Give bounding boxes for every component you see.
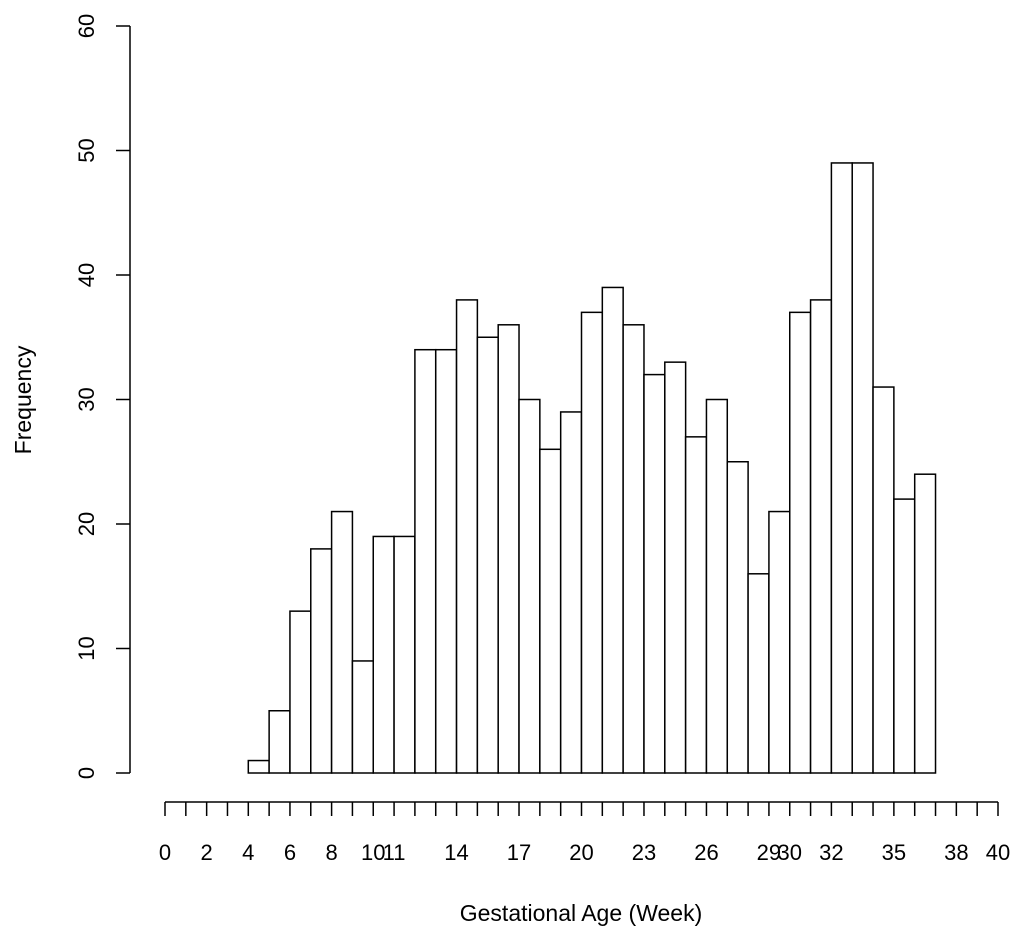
x-axis-label: Gestational Age (Week) [460,900,702,926]
y-tick-label: 0 [74,767,99,779]
bar-32 [830,162,853,774]
x-tick-label: 29 [757,840,781,865]
y-tick-label: 30 [74,387,99,411]
bar-27 [726,461,749,774]
bar-19 [559,411,583,774]
bar-24 [664,361,687,774]
y-tick-label: 50 [74,138,99,162]
bar-21 [601,286,624,774]
bar-7 [310,548,333,774]
bar-22 [622,324,645,774]
bar-20 [580,311,604,774]
bar-14 [455,299,479,774]
bar-5 [268,710,291,774]
bar-26 [705,398,729,774]
bar-18 [539,448,562,774]
bar-28 [747,573,770,774]
bar-6 [289,610,312,774]
x-tick-label: 40 [986,840,1010,865]
x-tick-label: 8 [325,840,337,865]
bar-35 [893,498,916,774]
bar-12 [414,348,437,774]
x-tick-label: 32 [819,840,843,865]
x-tick-label: 17 [507,840,531,865]
bar-11 [393,535,416,774]
y-axis: 0 10 20 30 40 50 60 [74,14,131,779]
bar-9 [351,660,374,774]
bar-36 [913,473,937,774]
y-tick-label: 60 [74,14,99,38]
bar-10 [372,535,395,774]
bar-29 [768,510,791,774]
x-tick-label: 0 [159,840,171,865]
bar-23 [643,373,666,774]
x-tick-label: 35 [882,840,906,865]
bar-16 [497,324,520,774]
bar-34 [872,386,895,774]
bar-30 [789,311,812,774]
bar-25 [684,436,708,774]
y-tick-label: 20 [74,512,99,536]
y-axis-label: Frequency [10,345,36,454]
x-tick-label: 23 [632,840,656,865]
bar-15 [476,336,499,774]
bars-group [247,162,937,774]
x-tick-label: 4 [242,840,254,865]
x-tick-label: 26 [694,840,718,865]
x-tick-label: 6 [284,840,296,865]
x-tick-label: 14 [444,840,468,865]
x-tick-label: 2 [201,840,213,865]
y-tick-label: 40 [74,263,99,287]
bar-17 [518,398,541,774]
bar-13 [434,348,458,774]
bar-4 [247,759,270,774]
x-tick-label: 30 [778,840,802,865]
bar-31 [809,299,833,774]
x-tick-label: 11 [383,840,406,865]
bar-33 [851,162,874,774]
x-tick-label: 10 [361,840,385,865]
x-tick-label: 20 [569,840,593,865]
bar-8 [330,510,354,774]
y-tick-label: 10 [74,636,99,660]
x-tick-label: 38 [944,840,968,865]
